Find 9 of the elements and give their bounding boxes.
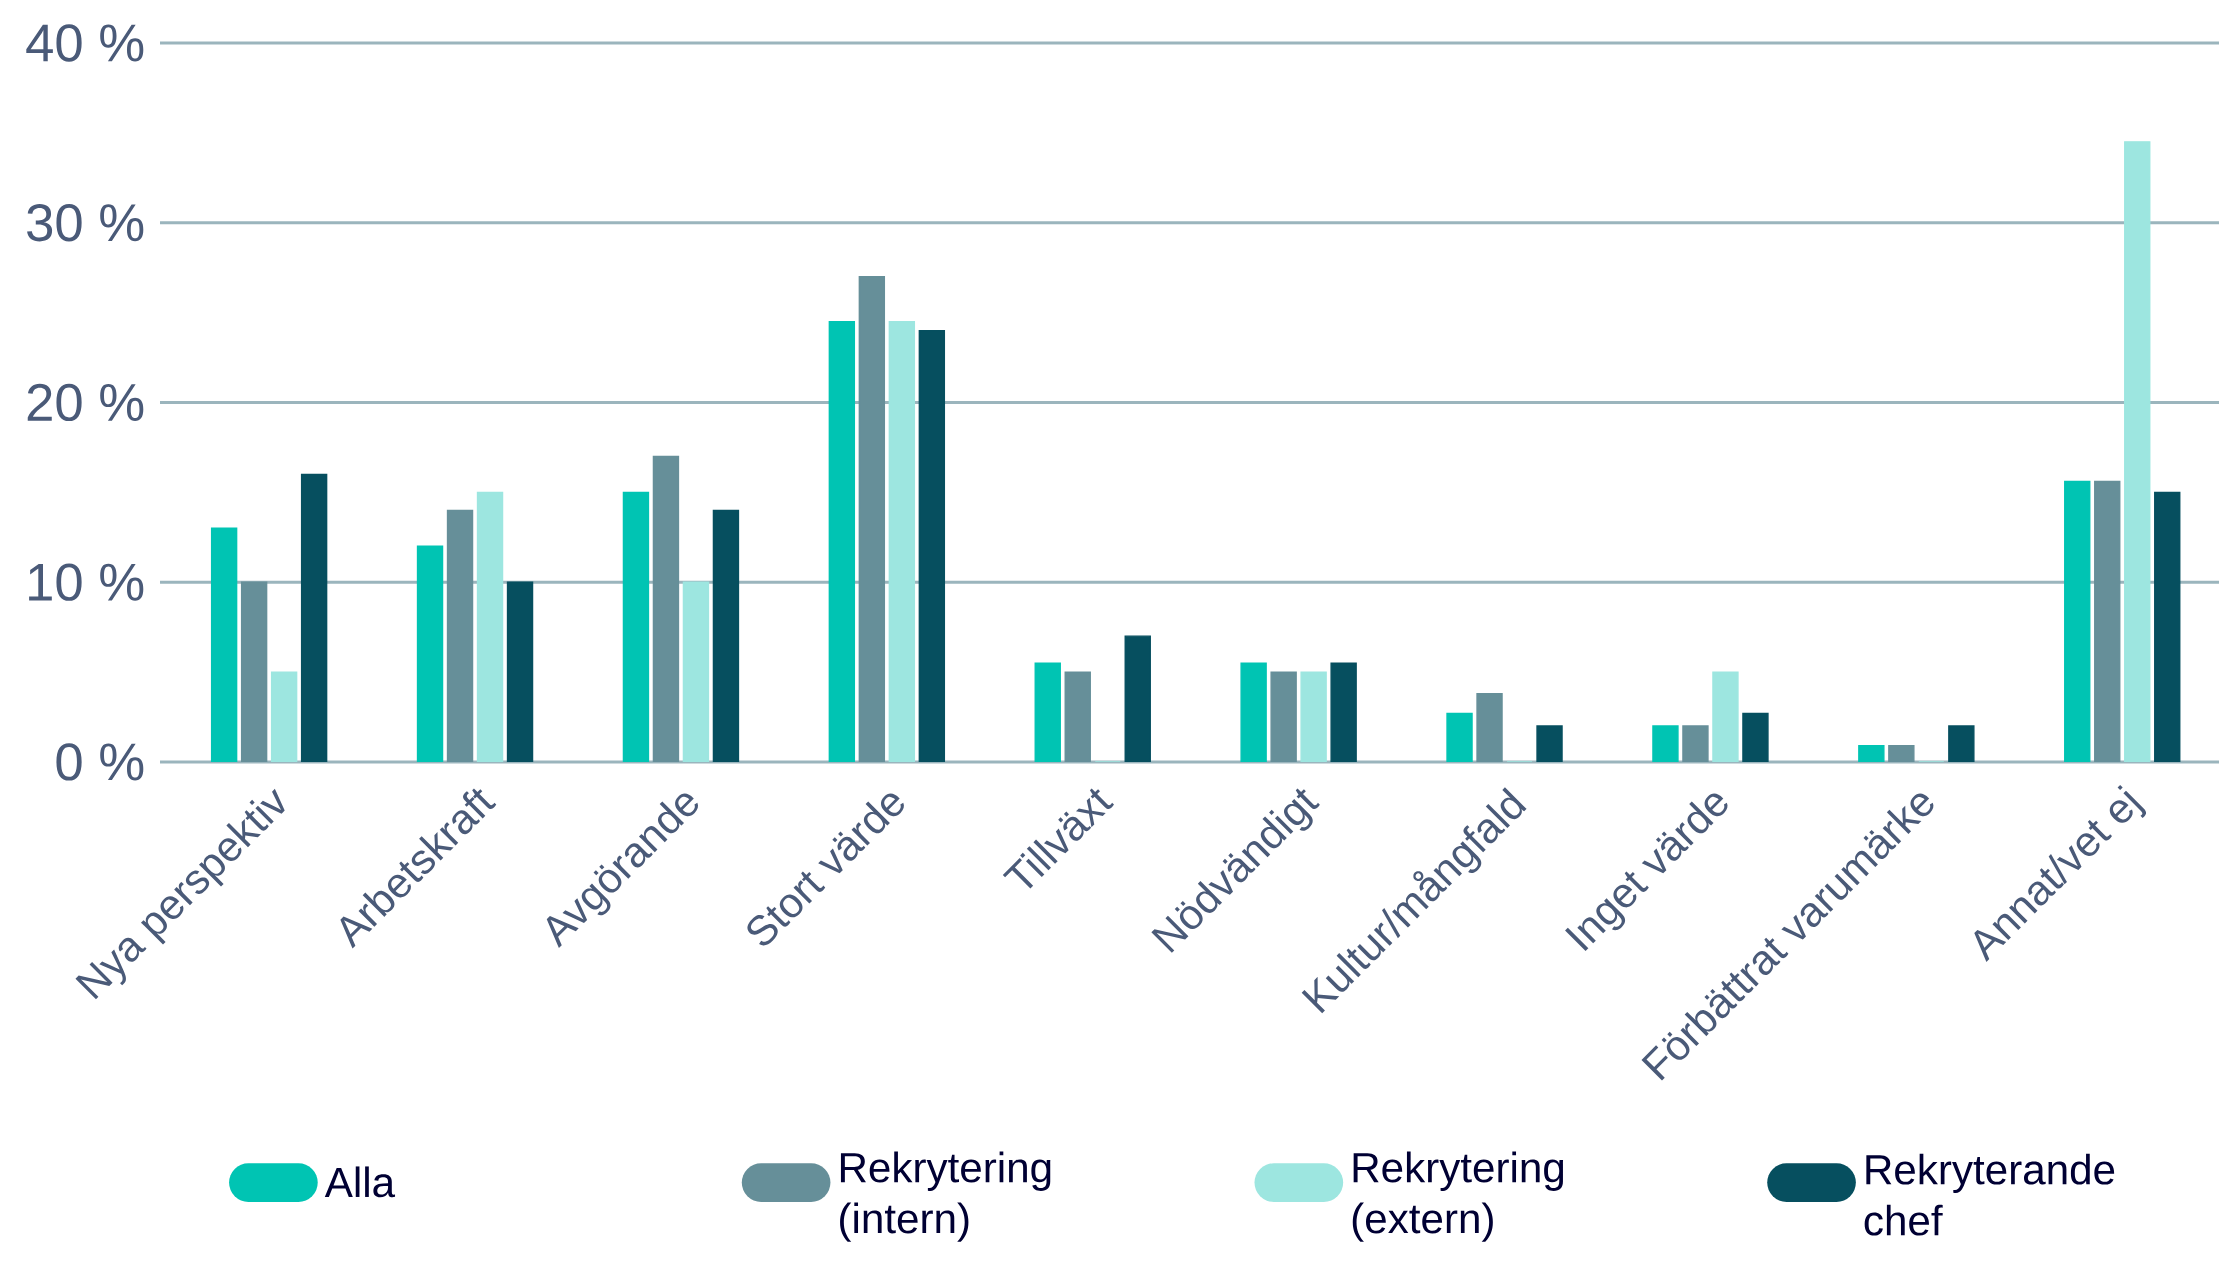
y-tick-label: 0 % xyxy=(56,743,144,781)
y-tick-label: 40 % xyxy=(26,24,144,62)
legend-label: Rekrytering (intern) xyxy=(840,1151,1051,1242)
legend-label: Alla xyxy=(324,1166,396,1198)
y-tick-label: 30 % xyxy=(27,204,144,242)
legend-label: Rekrytering (extern) xyxy=(1352,1151,1564,1242)
legend-label: Rekryterande chef xyxy=(1864,1153,2115,1236)
y-tick-label: 10 % xyxy=(29,563,144,601)
y-tick-label: 20 % xyxy=(27,383,144,422)
